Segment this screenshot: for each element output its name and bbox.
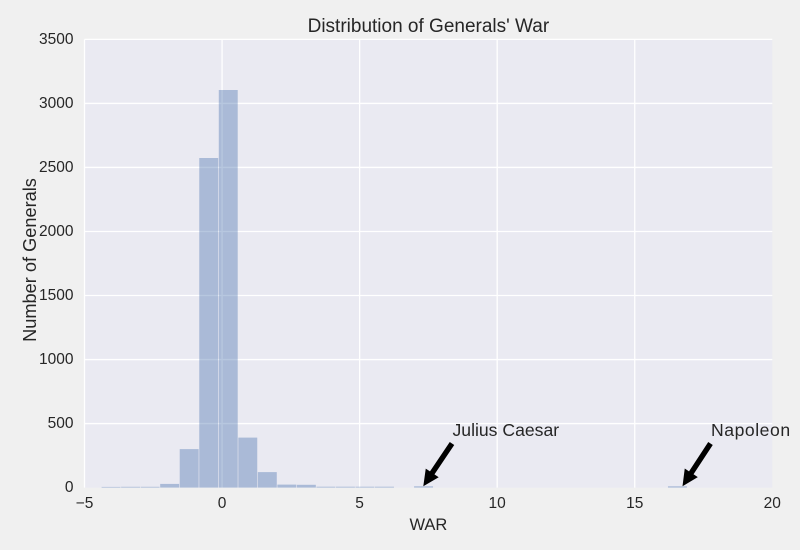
- svg-text:5: 5: [355, 495, 364, 512]
- svg-text:0: 0: [218, 495, 227, 512]
- svg-text:500: 500: [48, 415, 74, 432]
- svg-text:Julius Caesar: Julius Caesar: [453, 420, 560, 440]
- svg-text:2500: 2500: [39, 159, 74, 176]
- svg-text:WAR: WAR: [409, 516, 447, 534]
- svg-text:Distribution of Generals' War: Distribution of Generals' War: [308, 16, 550, 37]
- svg-text:10: 10: [489, 495, 507, 512]
- svg-text:Number of Generals: Number of Generals: [20, 178, 40, 342]
- svg-text:15: 15: [626, 495, 643, 512]
- svg-text:0: 0: [65, 479, 74, 496]
- svg-text:20: 20: [764, 495, 782, 512]
- svg-text:Napoleon: Napoleon: [711, 420, 791, 440]
- svg-text:1000: 1000: [39, 351, 74, 368]
- svg-text:2000: 2000: [39, 223, 74, 240]
- svg-text:−5: −5: [76, 495, 94, 512]
- svg-text:1500: 1500: [39, 287, 74, 304]
- svg-text:3000: 3000: [39, 95, 74, 112]
- svg-text:3500: 3500: [39, 31, 74, 48]
